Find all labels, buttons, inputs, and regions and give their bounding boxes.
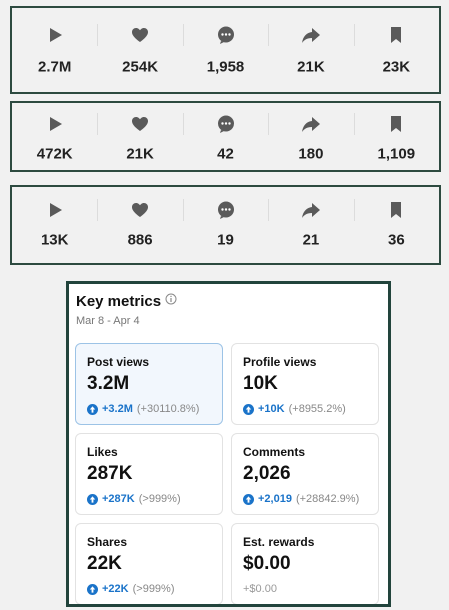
stat-column: 21 — [268, 187, 353, 263]
metric-card[interactable]: Likes 287K +287K (>999%) — [75, 433, 223, 515]
panel-title: Key metrics — [76, 293, 177, 310]
stat-box: 472K 21K 42 180 1,109 — [10, 101, 441, 172]
up-icon — [243, 403, 254, 415]
stat-column: 36 — [353, 187, 439, 263]
stat-column: 180 — [268, 103, 353, 170]
metric-label: Shares — [87, 535, 128, 549]
shares-icon — [301, 203, 320, 218]
shares-icon — [301, 117, 320, 132]
metric-label: Comments — [243, 445, 306, 459]
change-percent: (>999%) — [138, 493, 181, 505]
views-icon — [49, 28, 62, 42]
stat-column: 13K — [12, 187, 97, 263]
stat-value: 472K — [36, 145, 73, 163]
change-amount: +3.2M — [102, 403, 133, 415]
change-amount: +2,019 — [258, 493, 292, 505]
info-icon[interactable] — [165, 293, 177, 305]
likes-icon — [132, 203, 149, 217]
metric-value: 2,026 — [243, 463, 291, 484]
views-icon — [49, 117, 62, 131]
change-percent: (+30110.8%) — [136, 403, 200, 415]
saves-icon — [391, 202, 402, 218]
metric-change: +22K (>999%) — [87, 583, 175, 595]
up-icon — [87, 583, 98, 595]
stat-column: 1,109 — [353, 103, 439, 170]
stat-value: 13K — [40, 231, 69, 249]
stat-column: 21K — [97, 103, 182, 170]
metric-change: +2,019 (+28842.9%) — [243, 493, 359, 505]
stat-box: 2.7M 254K 1,958 21K 23K — [10, 6, 441, 94]
stat-column: 42 — [182, 103, 268, 170]
stat-value: 21 — [302, 231, 320, 249]
metric-card[interactable]: Post views 3.2M +3.2M (+30110.8%) — [75, 343, 223, 425]
shares-icon — [301, 28, 320, 43]
comments-icon — [217, 26, 234, 44]
stat-value: 254K — [122, 58, 159, 76]
metric-value: 3.2M — [87, 373, 130, 394]
metric-change: +$0.00 — [243, 583, 277, 595]
stat-value: 19 — [217, 231, 234, 249]
stat-column: 254K — [97, 8, 182, 92]
stat-value: 21K — [297, 58, 325, 76]
change-amount: +10K — [258, 403, 285, 415]
saves-icon — [391, 116, 402, 132]
stat-value: 1,958 — [206, 58, 245, 76]
stat-value: 2.7M — [38, 58, 72, 76]
likes-icon — [132, 117, 149, 131]
metric-card[interactable]: Est. rewards $0.00 +$0.00 — [231, 523, 379, 604]
change-percent: (+28842.9%) — [295, 493, 360, 505]
metric-label: Est. rewards — [243, 535, 315, 549]
metric-card[interactable]: Comments 2,026 +2,019 (+28842.9%) — [231, 433, 379, 515]
up-icon — [87, 493, 98, 505]
stat-box: 13K 886 19 21 36 — [10, 185, 441, 265]
date-range: Mar 8 - Apr 4 — [76, 315, 140, 327]
stat-value: 42 — [217, 145, 234, 163]
metric-label: Likes — [87, 445, 118, 459]
metric-change: +3.2M (+30110.8%) — [87, 403, 199, 415]
metric-value: 10K — [243, 373, 278, 394]
likes-icon — [132, 28, 149, 42]
change-amount: +287K — [102, 493, 135, 505]
stat-column: 472K — [12, 103, 97, 170]
change-amount: +22K — [102, 583, 129, 595]
stat-value: 1,109 — [377, 145, 416, 163]
change-amount: +$0.00 — [243, 583, 277, 595]
metric-value: 22K — [87, 553, 122, 574]
comments-icon — [217, 115, 234, 133]
saves-icon — [391, 27, 402, 43]
change-percent: (>999%) — [132, 583, 175, 595]
stat-column: 2.7M — [12, 8, 97, 92]
metric-value: 287K — [87, 463, 133, 484]
stat-column: 1,958 — [182, 8, 268, 92]
stat-column: 19 — [182, 187, 268, 263]
stat-column: 23K — [353, 8, 439, 92]
title-text: Key metrics — [76, 293, 162, 310]
stat-value: 180 — [298, 145, 324, 163]
key-metrics-panel: Key metrics Mar 8 - Apr 4 Post views 3.2M… — [66, 281, 391, 607]
stat-value: 21K — [126, 145, 154, 163]
stat-value: 886 — [127, 231, 153, 249]
up-icon — [243, 493, 254, 505]
metric-change: +287K (>999%) — [87, 493, 181, 505]
stat-column: 21K — [268, 8, 353, 92]
metric-card[interactable]: Shares 22K +22K (>999%) — [75, 523, 223, 604]
metric-card[interactable]: Profile views 10K +10K (+8955.2%) — [231, 343, 379, 425]
metric-label: Profile views — [243, 355, 317, 369]
views-icon — [49, 203, 62, 217]
stat-column: 886 — [97, 187, 182, 263]
metric-value: $0.00 — [243, 553, 291, 574]
stat-value: 36 — [387, 231, 405, 249]
change-percent: (+8955.2%) — [288, 403, 346, 415]
metric-label: Post views — [87, 355, 150, 369]
up-icon — [87, 403, 98, 415]
metric-change: +10K (+8955.2%) — [243, 403, 346, 415]
stat-value: 23K — [382, 58, 411, 76]
comments-icon — [217, 201, 234, 219]
